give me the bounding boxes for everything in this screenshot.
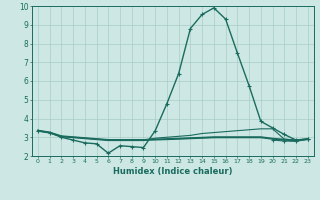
- X-axis label: Humidex (Indice chaleur): Humidex (Indice chaleur): [113, 167, 233, 176]
